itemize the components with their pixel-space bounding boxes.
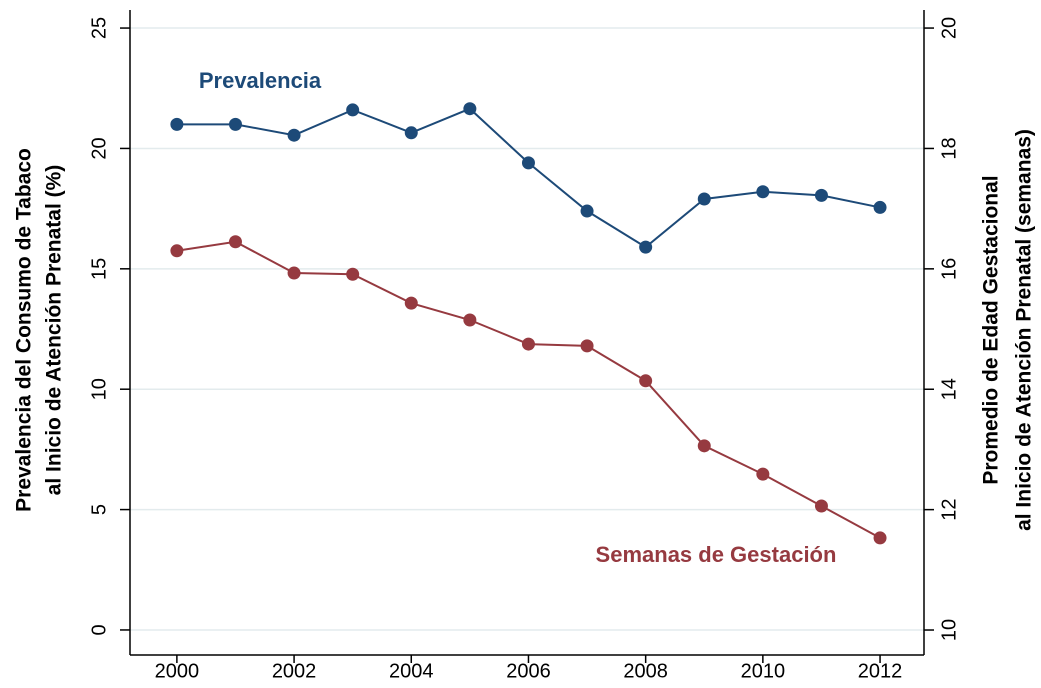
data-point [873,531,887,545]
data-point [814,188,828,202]
y-axis-title: al Inicio de Atención Prenatal (%) [43,165,66,496]
data-point [580,339,594,353]
y2-tick-label: 18 [938,137,960,159]
y2-tick-label: 16 [938,258,960,280]
data-point [404,126,418,140]
x-tick-label: 2012 [858,660,903,682]
data-point [228,117,242,131]
y2-tick-label: 14 [938,378,960,400]
y-axis-title: Prevalencia del Consumo de Tabaco [13,148,36,512]
y-tick-label: 5 [88,504,110,515]
data-point [228,235,242,249]
data-point [521,337,535,351]
y-tick-label: 10 [88,378,110,400]
y2-tick-label: 10 [938,619,960,641]
data-point [287,128,301,142]
x-tick-label: 2000 [155,660,200,682]
data-point [170,117,184,131]
y-tick-label: 0 [88,624,110,635]
data-point [404,296,418,310]
data-point [346,267,360,281]
data-point [580,204,594,218]
data-point [463,102,477,116]
y-tick-label: 25 [88,17,110,39]
y2-tick-label: 12 [938,499,960,521]
annotation: Semanas de Gestación [596,542,837,567]
data-point [756,467,770,481]
data-point [170,244,184,258]
y2-axis-title: Promedio de Edad Gestacional [980,175,1003,484]
x-tick-label: 2002 [272,660,317,682]
x-tick-label: 2008 [623,660,668,682]
data-point [346,103,360,117]
y2-tick-label: 20 [938,17,960,39]
data-point [814,499,828,513]
y-tick-label: 15 [88,258,110,280]
x-tick-label: 2006 [506,660,551,682]
x-tick-label: 2004 [389,660,434,682]
x-tick-label: 2010 [741,660,786,682]
data-point [639,374,653,388]
data-point [521,156,535,170]
data-point [639,240,653,254]
data-point [287,266,301,280]
y-tick-label: 20 [88,137,110,159]
series-line [176,107,881,249]
data-point [756,185,770,199]
annotation: Prevalencia [199,68,322,93]
data-point [463,313,477,327]
y2-axis-title: al Inicio de Atención Prenatal (semanas) [1013,129,1036,531]
data-point [697,192,711,206]
data-point [873,200,887,214]
data-point [697,439,711,453]
